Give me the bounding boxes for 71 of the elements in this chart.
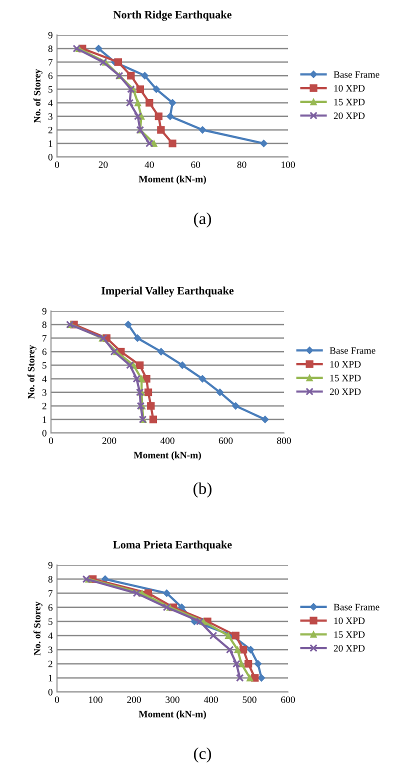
y-tick-label: 0 [48,154,52,160]
legend-label: 15 XPD [334,98,365,106]
x-axis-title: Moment (kN-m) [134,452,201,460]
y-tick-label: 3 [48,113,52,120]
y-axis-title: No. of Storey [33,602,42,656]
y-tick-label: 0 [48,688,52,696]
y-tick-label: 7 [42,335,47,342]
legend-label: Base Frame [334,71,380,78]
y-tick-label: 5 [42,362,46,369]
y-tick-label: 2 [48,126,52,134]
x-tick-label: 0 [54,696,60,704]
y-tick-label: 6 [48,72,53,80]
legend-label: 10 XPD [330,361,361,368]
x-axis-title: Moment (kN-m) [138,176,206,184]
y-tick-label: 9 [42,308,46,314]
x-axis-title: Moment (kN-m) [138,710,206,720]
x-tick-label: 100 [282,161,295,168]
legend-label: 20 XPD [330,388,361,396]
x-tick-label: 60 [191,161,200,168]
x-tick-label: 80 [237,161,246,168]
y-tick-label: 1 [42,416,46,423]
x-tick-label: 500 [242,696,256,704]
y-tick-label: 4 [48,100,53,106]
x-tick-label: 300 [166,696,180,704]
x-tick-label: 600 [281,696,295,704]
legend-label: 10 XPD [334,618,365,624]
y-tick-label: 8 [48,576,52,583]
legend-label: 20 XPD [334,112,365,120]
legend-label: Base Frame [330,347,376,354]
legend-label: 15 XPD [334,631,365,638]
y-axis-title: No. of Storey [33,69,42,123]
y-tick-label: 7 [48,590,53,597]
y-tick-label: 2 [42,402,46,410]
x-tick-label: 100 [89,696,102,704]
y-tick-label: 1 [48,674,52,682]
y-tick-label: 9 [48,562,52,568]
text: (a) [194,212,212,228]
y-tick-label: 5 [48,618,52,625]
chart-title: Loma Prieta Earthquake [113,540,232,551]
x-tick-label: 400 [160,437,174,444]
y-tick-label: 8 [42,321,46,328]
y-tick-label: 7 [48,59,53,66]
x-tick-label: 200 [102,437,116,444]
legend-label: Base Frame [334,604,380,610]
x-tick-label: 800 [277,437,291,444]
y-tick-label: 8 [48,45,52,52]
text: (c) [194,747,212,763]
x-tick-label: 40 [144,161,154,168]
y-tick-label: 3 [42,389,46,396]
text: (b) [194,482,212,498]
y-tick-label: 9 [48,32,52,38]
x-tick-label: 400 [204,696,218,704]
chart-title: Imperial Valley Earthquake [102,286,234,297]
x-tick-label: 600 [218,437,233,444]
y-tick-label: 4 [42,376,47,382]
x-tick-label: 0 [54,161,60,168]
x-tick-label: 200 [127,696,141,704]
y-axis-title: No. of Storey [27,345,36,399]
y-tick-label: 3 [48,646,52,654]
chart-title: North Ridge Earthquake [113,10,232,21]
y-tick-label: 5 [48,86,52,93]
y-tick-label: 2 [48,660,52,668]
y-tick-label: 4 [48,632,53,639]
y-tick-label: 6 [42,348,47,356]
y-tick-label: 1 [48,140,52,147]
legend-label: 20 XPD [334,645,365,652]
x-tick-label: 20 [98,161,108,168]
y-tick-label: 6 [48,604,53,611]
legend-label: 10 XPD [334,85,365,92]
legend-label: 15 XPD [330,374,361,382]
y-tick-label: 0 [42,430,46,436]
